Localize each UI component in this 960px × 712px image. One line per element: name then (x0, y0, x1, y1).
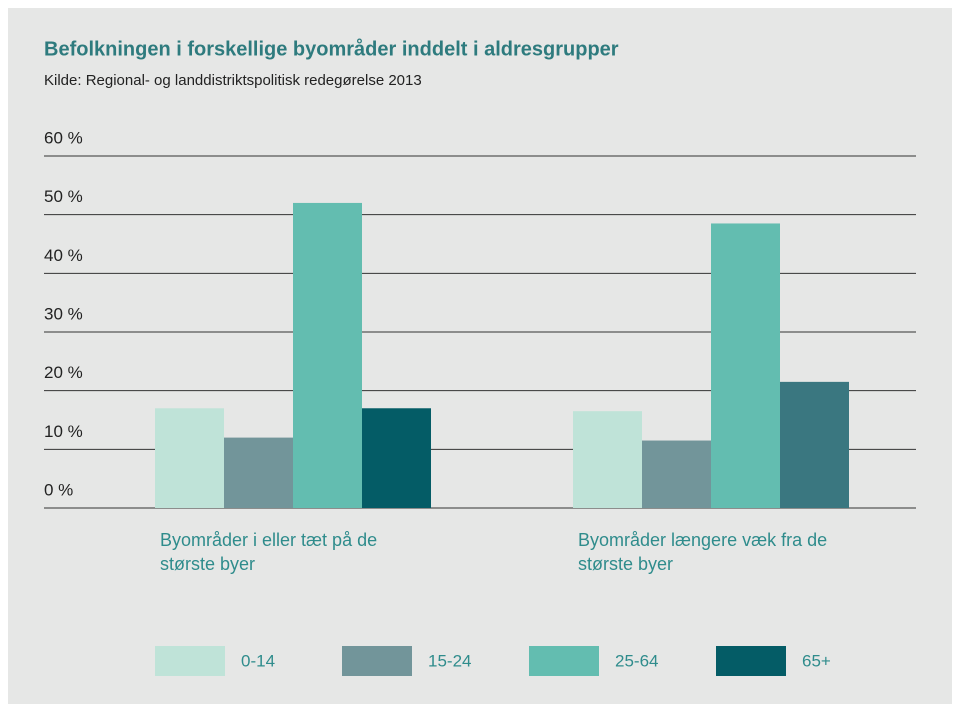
bar (362, 408, 431, 508)
bar (711, 223, 780, 508)
legend-swatch (716, 646, 786, 676)
legend-label: 15-24 (428, 651, 471, 670)
bar (573, 411, 642, 508)
y-tick-label: 0 % (44, 480, 73, 499)
legend-label: 25-64 (615, 651, 658, 670)
legend-label: 65+ (802, 651, 831, 670)
legend-swatch (342, 646, 412, 676)
chart-subtitle: Kilde: Regional- og landdistriktspolitis… (44, 72, 422, 89)
bar (642, 440, 711, 508)
x-tick-label: Byområder længere væk fra de største bye… (578, 530, 828, 574)
bar (780, 381, 849, 508)
y-tick-label: 20 % (44, 363, 83, 382)
bar (155, 408, 224, 508)
y-tick-label: 40 % (44, 246, 83, 265)
legend-swatch (529, 646, 599, 676)
legend-label: 0-14 (241, 651, 275, 670)
bar (224, 437, 293, 508)
x-tick-label: Byområder i eller tæt på de største byer (160, 530, 378, 574)
y-tick-label: 60 % (44, 128, 83, 147)
y-tick-label: 10 % (44, 422, 83, 441)
bar (293, 202, 362, 508)
y-tick-label: 50 % (44, 187, 83, 206)
panel (8, 8, 952, 704)
chart-title: Befolkningen i forskellige byområder ind… (44, 37, 619, 60)
y-tick-label: 30 % (44, 304, 83, 323)
legend-swatch (155, 646, 225, 676)
